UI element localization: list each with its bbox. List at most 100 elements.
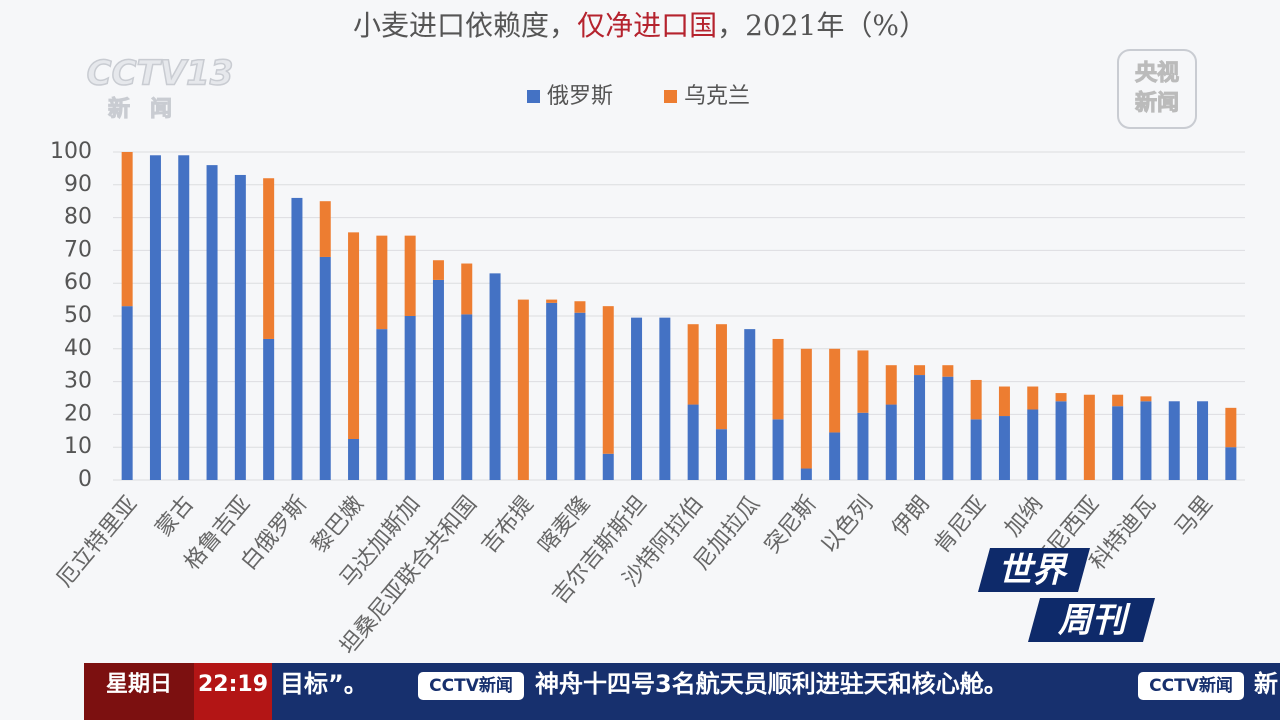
ticker-logo-bg: [418, 672, 524, 700]
day-box: [84, 663, 194, 720]
bar-segment: [206, 165, 218, 480]
ticker-logo-bg: [1138, 672, 1244, 700]
legend-label: 乌克兰: [684, 84, 750, 109]
app-logo-bottom: 新闻: [1135, 90, 1179, 116]
bar-segment: [772, 338, 784, 420]
ticker-text: 目标”。: [280, 670, 368, 698]
bar-segment: [1112, 406, 1124, 480]
bar-segment: [1225, 407, 1237, 448]
title-part: 小麦进口依赖度，: [353, 9, 577, 42]
ticker-text: 新: [1254, 670, 1278, 698]
show-logo-bg: [978, 548, 1090, 592]
y-tick-label: 80: [64, 205, 92, 230]
app-logo-frame: [1117, 49, 1197, 129]
legend-swatch: [664, 90, 677, 103]
bar-segment: [574, 312, 586, 480]
bar-segment: [432, 260, 444, 280]
bar-segment: [121, 152, 133, 307]
bar-segment: [715, 429, 727, 480]
bar-segment: [574, 301, 586, 313]
bar-segment: [234, 174, 246, 480]
bar-segment: [1027, 409, 1039, 480]
bar-segment: [800, 348, 812, 469]
show-logo-bg: [1028, 598, 1155, 642]
y-tick-label: 20: [64, 401, 92, 426]
bar-segment: [461, 263, 473, 315]
ticker-text: 神舟十四号3名航天员顺利进驻天和核心舱。: [535, 670, 1008, 698]
bar-segment: [263, 338, 275, 480]
bar-segment: [1197, 401, 1209, 480]
bar-segment: [829, 348, 841, 433]
bar-segment: [546, 299, 558, 303]
bar-segment: [1083, 394, 1095, 480]
time-box: [194, 663, 272, 720]
bar-segment: [857, 412, 869, 480]
y-tick-label: 0: [78, 467, 92, 492]
y-tick-label: 90: [64, 172, 92, 197]
ticker-logo: CCTV新闻: [429, 675, 513, 696]
bar-segment: [885, 404, 897, 480]
show-logo-bottom: 周刊: [1057, 601, 1131, 641]
bar-segment: [942, 376, 954, 480]
bar-segment: [1168, 401, 1180, 480]
bar-segment: [376, 329, 388, 480]
bar-segment: [149, 155, 161, 480]
y-tick-label: 100: [50, 139, 92, 164]
title-part: 仅净进口国: [577, 9, 717, 42]
legend-label: 俄罗斯: [547, 84, 613, 109]
bar-segment: [1140, 396, 1152, 402]
bar-segment: [970, 419, 982, 480]
bar-segment: [517, 299, 529, 480]
chart-title: 小麦进口依赖度，仅净进口国，2021年（%）: [353, 9, 927, 42]
bar-segment: [772, 419, 784, 480]
bar-segment: [631, 317, 643, 480]
y-tick-label: 60: [64, 270, 92, 295]
show-logo-top: 世界: [998, 551, 1069, 591]
bar-segment: [998, 386, 1010, 417]
bar-segment: [1112, 394, 1124, 407]
bar-segment: [432, 279, 444, 480]
bar-segment: [348, 439, 360, 480]
bar-segment: [857, 350, 869, 413]
title-part: ，2021年（%）: [717, 9, 927, 42]
bar-segment: [319, 201, 331, 257]
bar-segment: [1027, 386, 1039, 410]
y-tick-label: 70: [64, 237, 92, 262]
bar-segment: [914, 375, 926, 480]
bar-segment: [404, 316, 416, 480]
channel-sub: 新闻: [108, 96, 192, 122]
app-logo-top: 央视: [1135, 60, 1179, 86]
ticker-bar: [84, 663, 1280, 720]
bar-segment: [546, 302, 558, 480]
bar-segment: [461, 314, 473, 480]
bar-segment: [319, 256, 331, 480]
bar-segment: [715, 324, 727, 430]
bar-segment: [744, 329, 756, 480]
bar-segment: [1140, 401, 1152, 480]
clock: 22:19: [198, 672, 268, 697]
bar-segment: [1055, 401, 1067, 480]
y-tick-label: 50: [64, 303, 92, 328]
y-tick-label: 40: [64, 336, 92, 361]
bar-segment: [998, 416, 1010, 480]
bar-segment: [829, 432, 841, 480]
bar-segment: [178, 155, 190, 480]
bar-segment: [687, 324, 699, 405]
bar-segment: [1225, 447, 1237, 480]
y-tick-label: 30: [64, 369, 92, 394]
bar-segment: [376, 235, 388, 330]
bar-segment: [687, 404, 699, 480]
bar-segment: [291, 197, 303, 481]
bar-segment: [602, 306, 614, 454]
bar-segment: [404, 235, 416, 316]
ticker-logo: CCTV新闻: [1149, 675, 1233, 696]
legend-swatch: [527, 90, 540, 103]
bar-segment: [263, 178, 275, 339]
bar-segment: [1055, 393, 1067, 402]
bar-segment: [914, 365, 926, 376]
channel-logo: CCTV13: [87, 54, 234, 94]
bar-segment: [659, 317, 671, 480]
bar-segment: [602, 453, 614, 480]
bar-segment: [489, 273, 501, 480]
